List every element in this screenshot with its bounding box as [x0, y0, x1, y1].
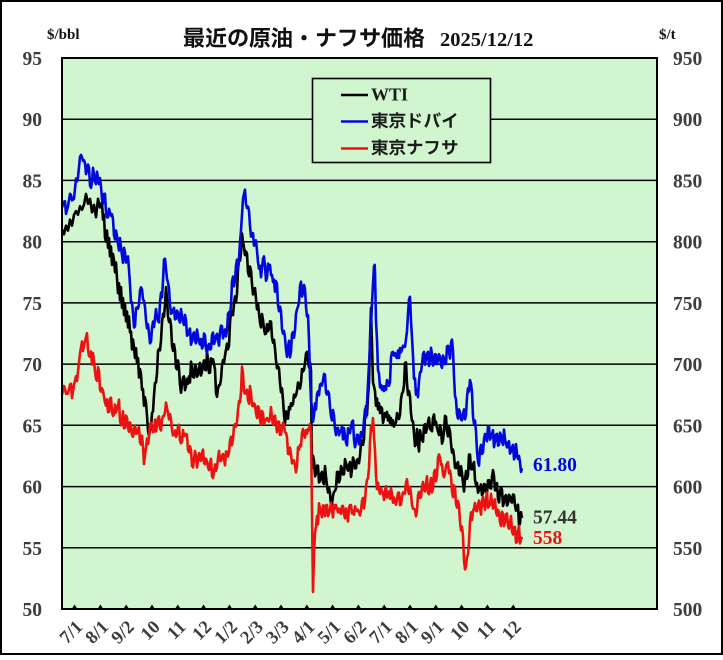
svg-text:700: 700	[673, 355, 702, 376]
svg-text:900: 900	[673, 110, 702, 131]
svg-text:600: 600	[673, 478, 702, 499]
svg-text:650: 650	[673, 416, 702, 437]
svg-text:500: 500	[673, 600, 702, 621]
svg-text:95: 95	[23, 49, 43, 70]
svg-text:950: 950	[673, 49, 702, 70]
svg-text:850: 850	[673, 171, 702, 192]
svg-text:800: 800	[673, 233, 702, 254]
svg-text:55: 55	[23, 539, 43, 560]
svg-text:$/bbl: $/bbl	[47, 27, 80, 43]
svg-text:75: 75	[23, 294, 43, 315]
svg-text:60: 60	[23, 478, 43, 499]
svg-text:65: 65	[23, 416, 43, 437]
svg-text:558: 558	[533, 528, 563, 549]
svg-text:57.44: 57.44	[533, 508, 577, 529]
svg-text:50: 50	[23, 600, 43, 621]
svg-text:550: 550	[673, 539, 702, 560]
svg-text:750: 750	[673, 294, 702, 315]
svg-text:$/t: $/t	[659, 27, 676, 43]
svg-text:90: 90	[23, 110, 43, 131]
svg-text:70: 70	[23, 355, 43, 376]
svg-text:WTI: WTI	[371, 85, 408, 105]
svg-text:80: 80	[23, 233, 43, 254]
svg-text:85: 85	[23, 171, 43, 192]
svg-text:2025/12/12: 2025/12/12	[440, 29, 533, 51]
svg-text:61.80: 61.80	[533, 455, 577, 476]
